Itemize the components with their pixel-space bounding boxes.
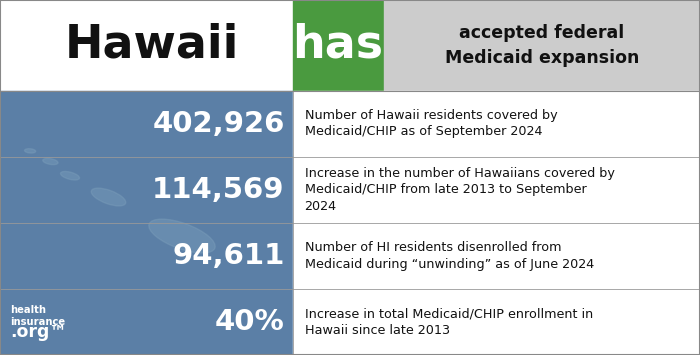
- Text: Increase in the number of Hawaiians covered by
Medicaid/CHIP from late 2013 to S: Increase in the number of Hawaiians cove…: [304, 167, 615, 213]
- Bar: [384, 0, 700, 91]
- Bar: [0, 289, 293, 355]
- Bar: [0, 223, 293, 289]
- Bar: [293, 223, 700, 289]
- Ellipse shape: [60, 171, 80, 180]
- Text: Hawaii: Hawaii: [65, 23, 239, 68]
- Bar: [293, 157, 700, 223]
- Text: 402,926: 402,926: [152, 110, 285, 138]
- Text: has: has: [293, 23, 384, 68]
- Text: Number of Hawaii residents covered by
Medicaid/CHIP as of September 2024: Number of Hawaii residents covered by Me…: [304, 109, 557, 138]
- Ellipse shape: [25, 149, 36, 153]
- Bar: [0, 157, 293, 223]
- Ellipse shape: [43, 158, 58, 165]
- Ellipse shape: [149, 219, 215, 253]
- Text: 40%: 40%: [215, 308, 285, 336]
- Ellipse shape: [91, 188, 126, 206]
- Bar: [0, 91, 293, 157]
- Text: .org™: .org™: [10, 323, 66, 341]
- Bar: [293, 289, 700, 355]
- Text: health
insurance: health insurance: [10, 305, 65, 327]
- Text: Number of HI residents disenrolled from
Medicaid during “unwinding” as of June 2: Number of HI residents disenrolled from …: [304, 241, 594, 271]
- Text: accepted federal
Medicaid expansion: accepted federal Medicaid expansion: [444, 24, 639, 67]
- Text: 114,569: 114,569: [152, 176, 285, 204]
- Bar: [293, 91, 700, 157]
- Text: Increase in total Medicaid/CHIP enrollment in
Hawaii since late 2013: Increase in total Medicaid/CHIP enrollme…: [304, 307, 593, 337]
- Bar: [293, 0, 384, 91]
- Bar: [0, 0, 293, 91]
- Text: 94,611: 94,611: [172, 242, 285, 270]
